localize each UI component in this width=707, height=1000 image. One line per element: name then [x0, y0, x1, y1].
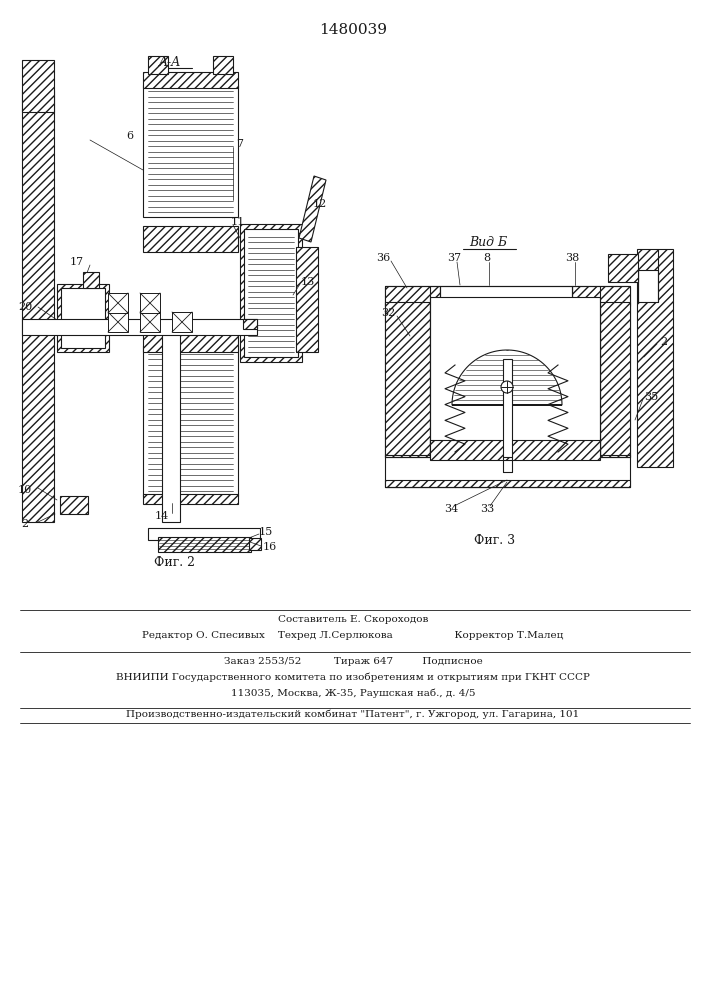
Polygon shape	[452, 350, 562, 405]
Text: Производственно-издательский комбинат "Патент", г. Ужгород, ул. Гагарина, 101: Производственно-издательский комбинат "П…	[127, 709, 580, 719]
Bar	[143, 330, 238, 352]
Bar	[22, 319, 257, 335]
Bar	[243, 319, 257, 329]
Text: 35: 35	[644, 392, 658, 402]
Text: 8: 8	[484, 253, 491, 263]
Bar	[143, 494, 238, 504]
Bar	[162, 334, 180, 522]
Text: ВНИИПИ Государственного комитета по изобретениям и открытиям при ГКНТ СССР: ВНИИПИ Государственного комитета по изоб…	[116, 672, 590, 682]
Text: Вид Б: Вид Б	[469, 236, 507, 249]
Text: 10: 10	[18, 485, 32, 495]
Bar	[637, 249, 673, 467]
Text: 113035, Москва, Ж-35, Раушская наб., д. 4/5: 113035, Москва, Ж-35, Раушская наб., д. …	[230, 688, 475, 698]
Bar	[385, 286, 440, 306]
Bar	[108, 293, 128, 313]
Text: 14: 14	[155, 511, 169, 521]
Bar	[503, 359, 512, 457]
Text: 36: 36	[376, 253, 390, 263]
Bar	[143, 85, 238, 217]
Bar	[213, 56, 233, 74]
Bar	[148, 528, 260, 540]
Bar	[572, 286, 630, 306]
Text: 11: 11	[231, 217, 245, 227]
Text: 34: 34	[444, 504, 458, 514]
Text: 6: 6	[127, 131, 134, 141]
Bar	[143, 226, 238, 252]
Text: 1480039: 1480039	[319, 23, 387, 37]
Bar	[385, 287, 630, 457]
Bar	[296, 247, 318, 352]
Bar	[143, 72, 238, 88]
Bar	[385, 302, 430, 457]
Text: 33: 33	[480, 504, 494, 514]
Bar	[249, 538, 261, 550]
Text: 12: 12	[313, 199, 327, 209]
Bar	[244, 229, 298, 357]
Bar	[430, 440, 600, 460]
Bar	[148, 56, 168, 74]
Text: 32: 32	[381, 308, 395, 318]
Text: 15: 15	[259, 527, 273, 537]
Bar	[172, 312, 192, 332]
Bar	[158, 537, 251, 552]
Bar	[108, 312, 128, 332]
Text: 2: 2	[21, 519, 28, 529]
Bar	[140, 312, 160, 332]
Text: 20: 20	[18, 302, 32, 312]
Bar	[140, 293, 160, 313]
Text: 13: 13	[301, 277, 315, 287]
Text: 38: 38	[565, 253, 579, 263]
Bar	[83, 272, 99, 288]
Text: A-A: A-A	[159, 56, 181, 70]
Text: 7: 7	[237, 139, 243, 149]
Text: Фиг. 2: Фиг. 2	[155, 556, 196, 568]
Text: Редактор О. Спесивых    Техред Л.Серлюкова                   Корректор Т.Малец: Редактор О. Спесивых Техред Л.Серлюкова …	[142, 632, 563, 641]
Bar	[61, 288, 105, 348]
Bar	[143, 346, 238, 496]
Bar	[22, 90, 54, 522]
Bar	[240, 224, 302, 362]
Text: 37: 37	[447, 253, 461, 263]
Bar	[385, 455, 630, 487]
Polygon shape	[299, 176, 326, 242]
Bar	[60, 496, 88, 514]
Bar	[57, 284, 109, 352]
Bar	[638, 270, 658, 302]
Bar	[600, 302, 630, 457]
Bar	[385, 480, 630, 487]
Text: 17: 17	[70, 257, 84, 267]
Bar	[608, 254, 638, 282]
Circle shape	[501, 381, 513, 393]
Bar	[430, 297, 600, 457]
Bar	[22, 60, 54, 112]
Text: Составитель Е. Скороходов: Составитель Е. Скороходов	[278, 615, 428, 624]
Text: 2: 2	[660, 337, 667, 347]
Text: 16: 16	[263, 542, 277, 552]
Text: Фиг. 3: Фиг. 3	[474, 534, 515, 546]
Text: Заказ 2553/52          Тираж 647         Подписное: Заказ 2553/52 Тираж 647 Подписное	[223, 658, 482, 666]
Bar	[440, 286, 572, 306]
